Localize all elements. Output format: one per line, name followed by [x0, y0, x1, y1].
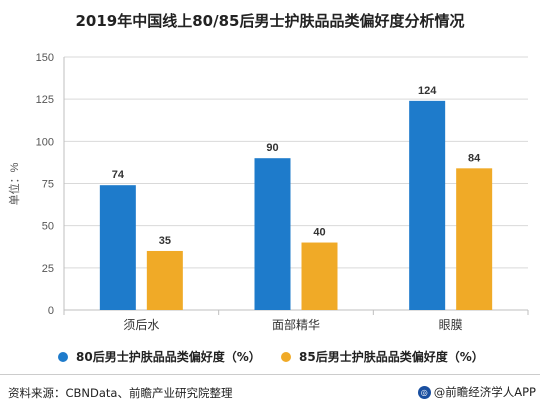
bar-series-1-1 [99, 185, 136, 310]
y-tick-label: 75 [42, 179, 54, 191]
data-label: 40 [313, 227, 325, 239]
x-tick-label: 面部精华 [272, 317, 320, 332]
bar-series-2-3 [456, 168, 493, 310]
y-tick-label: 50 [42, 221, 54, 233]
brand-logo-icon: ◎ [417, 385, 431, 399]
legend-label-series-2: 85后男士护肤品品类偏好度（%） [299, 350, 484, 364]
bar-series-1-3 [409, 100, 446, 310]
footer: 资料来源：CBNData、前瞻产业研究院整理 ◎ @前瞻经济学人APP [0, 374, 540, 411]
y-axis-label: 单位：% [7, 162, 21, 205]
source-text: 资料来源：CBNData、前瞻产业研究院整理 [8, 386, 233, 400]
x-tick-label: 须后水 [123, 318, 159, 332]
legend-item-series-1: 80后男士护肤品品类偏好度（%） [58, 348, 261, 365]
x-tick-label: 眼膜 [439, 318, 463, 332]
legend-item-series-2: 85后男士护肤品品类偏好度（%） [281, 348, 484, 365]
data-label: 124 [418, 85, 437, 97]
data-label: 35 [159, 235, 171, 247]
y-tick-label: 150 [36, 52, 54, 64]
bar-series-2-2 [301, 242, 338, 310]
bar-series-2-1 [146, 250, 183, 310]
brand: ◎ @前瞻经济学人APP [417, 384, 536, 400]
y-tick-label: 0 [48, 305, 54, 317]
data-label: 74 [112, 169, 125, 181]
bar-series-1-2 [254, 158, 291, 310]
y-tick-label: 100 [36, 136, 54, 148]
legend-label-series-1: 80后男士护肤品品类偏好度（%） [76, 350, 261, 364]
data-label: 84 [468, 152, 481, 164]
y-tick-label: 125 [36, 94, 54, 106]
brand-text: @前瞻经济学人APP [433, 385, 536, 399]
legend-marker-series-1 [58, 351, 68, 362]
bar-chart: 0 25 50 75 100 125 150 74 35 90 40 124 84 须后水 面部精华 眼膜… [7, 52, 529, 332]
y-tick-label: 25 [42, 263, 54, 275]
data-label: 90 [266, 142, 278, 154]
legend-marker-series-2 [281, 351, 291, 362]
chart-title: 2019年中国线上80/85后男士护肤品品类偏好度分析情况 [75, 12, 465, 30]
